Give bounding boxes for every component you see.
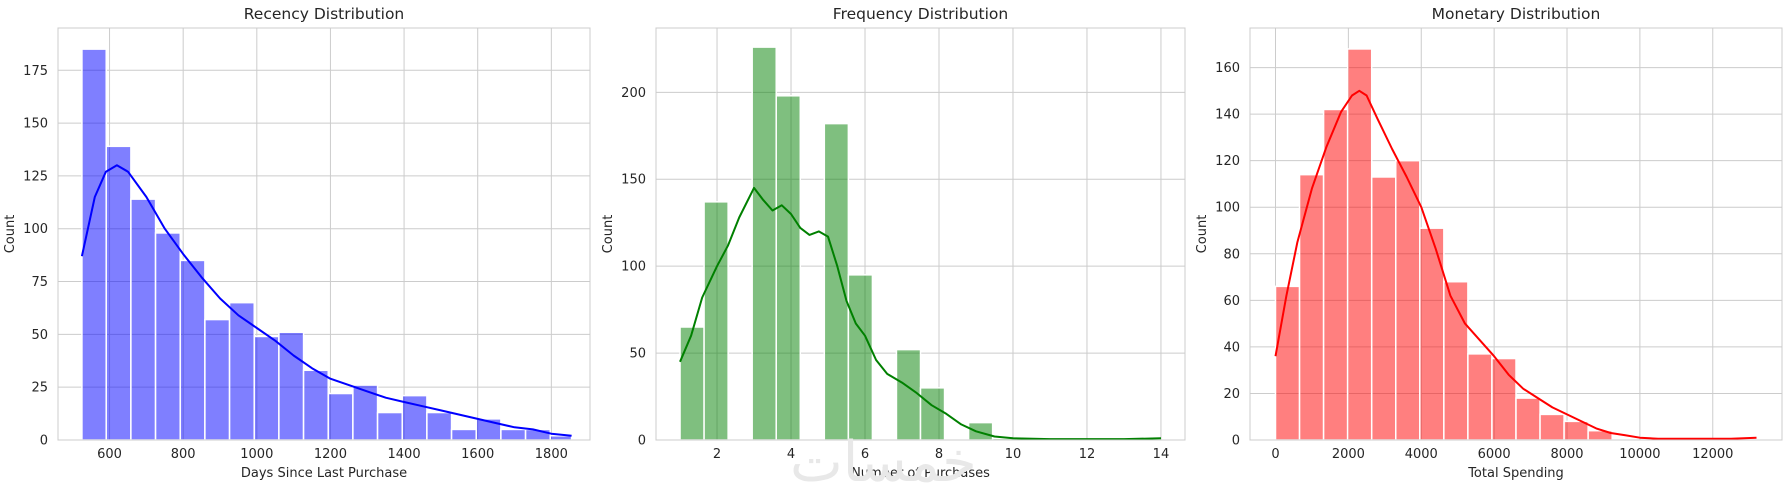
x-tick-label: 1200 (314, 447, 347, 462)
y-tick-label: 100 (1215, 201, 1240, 216)
histogram-bar (1274, 285, 1301, 441)
y-tick-label: 20 (1223, 387, 1240, 402)
y-tick-label: 80 (1223, 247, 1240, 262)
histogram-bar (703, 201, 729, 441)
y-axis-label: Count (3, 215, 18, 254)
chart-panel-2: 2 4 6 8 10 12 14 0 50 100 150 200 Frequency Distribu… (601, 5, 1186, 481)
x-tick-label: 14 (1153, 447, 1170, 462)
x-tick-label: 12 (1079, 447, 1096, 462)
histogram-bar (1346, 48, 1373, 441)
kde-line (679, 186, 1162, 441)
y-tick-label: 125 (23, 169, 48, 184)
x-tick-label: 0 (1271, 447, 1279, 462)
x-tick-label: 2 (713, 447, 721, 462)
histogram-bar (775, 95, 802, 441)
y-tick-label: 160 (1215, 61, 1240, 76)
y-tick-label: 150 (23, 117, 48, 132)
histogram-bar (179, 259, 206, 441)
y-tick-label: 175 (23, 64, 48, 79)
histogram-bar (679, 326, 705, 441)
histogram-bar (1491, 357, 1517, 441)
x-tick-label: 12000 (1692, 447, 1733, 462)
x-tick-label: 1800 (535, 447, 568, 462)
y-tick-label: 40 (1223, 340, 1240, 355)
histogram-bar (1395, 159, 1421, 441)
chart-panel-1: 600 800 1000 1200 1400 1600 1800 0 25 50 75 100 125 1… (3, 5, 591, 481)
histogram-bar (81, 48, 107, 441)
x-axis-label: Total Spending (1467, 466, 1564, 481)
x-axis-label: Number of Purchases (851, 466, 990, 481)
x-tick-label: 1600 (461, 447, 494, 462)
chart-title: Monetary Distribution (1432, 5, 1601, 23)
x-tick-label: 10000 (1619, 447, 1660, 462)
histogram-bar (302, 369, 329, 441)
histogram-bar (1370, 176, 1397, 441)
histogram-bar (130, 198, 157, 441)
y-axis-label: Count (601, 215, 616, 254)
x-tick-label: 600 (97, 447, 122, 462)
y-tick-label: 50 (629, 347, 646, 362)
histogram-bar (895, 348, 922, 441)
y-tick-label: 75 (31, 275, 48, 290)
x-tick-label: 1400 (388, 447, 421, 462)
x-axis-label: Days Since Last Purchase (241, 466, 407, 481)
y-tick-label: 60 (1223, 294, 1240, 309)
y-tick-label: 140 (1215, 108, 1240, 123)
y-tick-label: 120 (1215, 154, 1240, 169)
histogram-bar (204, 318, 231, 441)
histogram-bar (1322, 108, 1349, 441)
kde-line (1274, 89, 1757, 440)
chart-panel-3: 0 2000 4000 6000 8000 10000 12000 0 20 40 60 80 100 1… (1195, 5, 1783, 481)
histogram-bar (1467, 353, 1493, 441)
x-tick-label: 4 (787, 447, 795, 462)
y-tick-label: 150 (621, 173, 646, 188)
y-tick-label: 0 (40, 434, 48, 449)
plot-frame (57, 27, 591, 441)
chart-title: Frequency Distribution (833, 5, 1008, 23)
histogram-bar (450, 428, 477, 441)
chart-title: Recency Distribution (244, 5, 405, 23)
y-tick-label: 100 (621, 260, 646, 275)
y-tick-label: 0 (1232, 434, 1240, 449)
histogram-bar (327, 392, 354, 441)
histogram-bar (426, 411, 453, 441)
histogram-bar (751, 46, 777, 441)
histogram-bar (1539, 413, 1565, 441)
histogram-bar (105, 145, 132, 441)
x-tick-label: 10 (1005, 447, 1022, 462)
histogram-bar (1563, 420, 1589, 441)
histogram-bar (500, 428, 527, 441)
y-axis-label: Count (1195, 215, 1210, 254)
y-tick-label: 50 (31, 328, 48, 343)
histogram-bar (154, 232, 181, 441)
y-tick-label: 25 (31, 381, 48, 396)
histogram-bar (919, 387, 946, 441)
plot-frame (655, 27, 1186, 441)
x-tick-label: 800 (171, 447, 196, 462)
kde-line (80, 164, 572, 437)
histogram-bar (847, 274, 874, 441)
y-tick-label: 200 (621, 86, 646, 101)
histogram-bar (823, 122, 850, 441)
x-tick-label: 6000 (1478, 447, 1511, 462)
histogram-bar (376, 411, 403, 441)
x-tick-label: 1000 (240, 447, 273, 462)
y-tick-label: 0 (638, 434, 646, 449)
y-tick-label: 100 (23, 222, 48, 237)
histogram-bar (278, 331, 305, 441)
histogram-bar (253, 335, 280, 441)
plot-frame (1249, 27, 1783, 441)
x-tick-label: 2000 (1332, 447, 1365, 462)
x-tick-label: 8 (935, 447, 943, 462)
histogram-bar (1515, 397, 1541, 441)
x-tick-label: 4000 (1405, 447, 1438, 462)
x-tick-label: 8000 (1550, 447, 1583, 462)
histogram-bar (1298, 173, 1325, 441)
histogram-bar (967, 421, 994, 441)
x-tick-label: 6 (861, 447, 869, 462)
